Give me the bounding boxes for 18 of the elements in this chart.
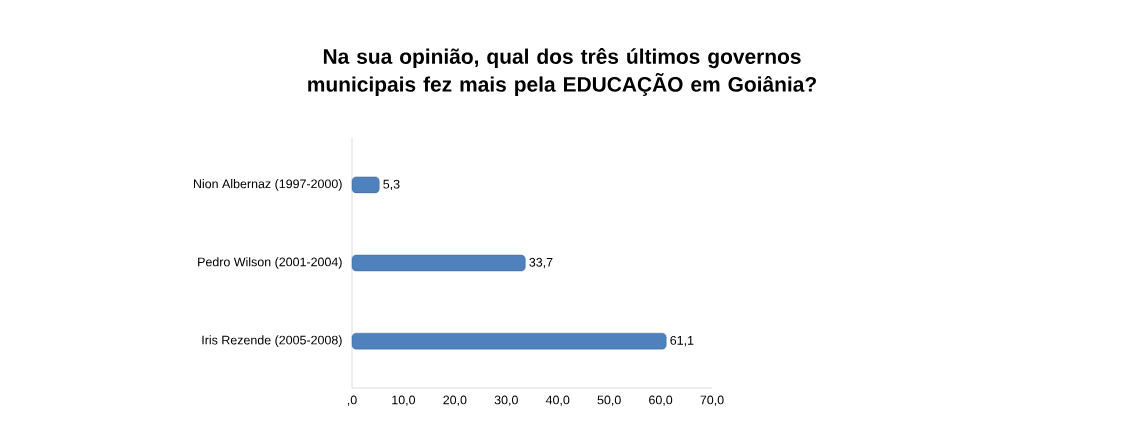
- data-label: 33,7: [529, 257, 553, 269]
- x-tick-label: 40,0: [545, 395, 570, 406]
- x-tick-label: 20,0: [443, 395, 467, 406]
- x-tick-label: 70,0: [700, 395, 724, 406]
- x-tick-label: 30,0: [494, 395, 518, 406]
- x-tick-label: 50,0: [597, 395, 621, 406]
- chart-title: Na sua opinião, qual dos três últimos governos municipais fez mais pela EDUCAÇÃO em Goiânia?: [308, 48, 816, 96]
- bar: [351, 332, 667, 350]
- data-label: 5,3: [383, 179, 400, 191]
- x-tick-label: ,0: [347, 395, 357, 406]
- bar: [351, 176, 380, 194]
- y-tick-label: Pedro Wilson (2001-2004): [198, 257, 342, 269]
- y-tick-label: Nion Albernaz (1997-2000): [193, 179, 342, 191]
- y-tick-label: Iris Rezende (2005-2008): [202, 335, 342, 347]
- data-label: 61,1: [670, 335, 694, 347]
- x-tick-label: 10,0: [392, 395, 416, 406]
- bar: [351, 254, 526, 272]
- x-tick-label: 60,0: [649, 395, 673, 406]
